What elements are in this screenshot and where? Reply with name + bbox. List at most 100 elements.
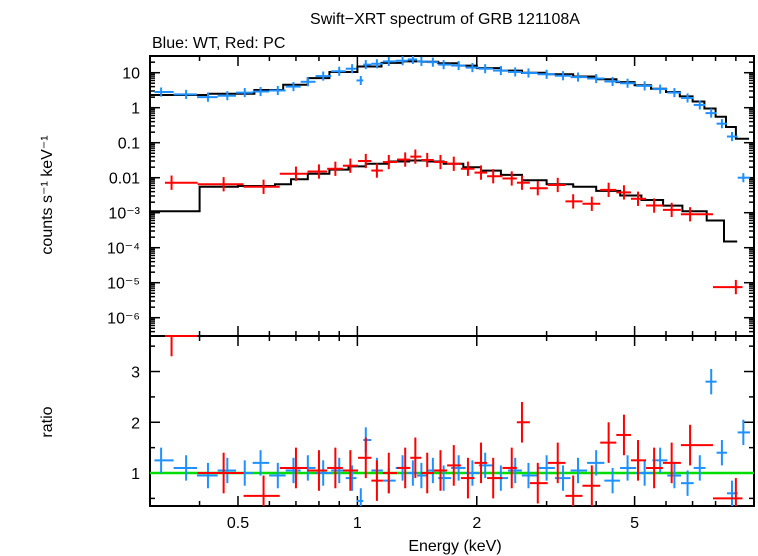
- data-point: [197, 452, 244, 494]
- chart-subtitle: Blue: WT, Red: PC: [152, 35, 285, 52]
- data-point: [427, 57, 439, 67]
- data-point: [570, 72, 588, 82]
- data-point: [327, 447, 343, 489]
- data-point: [737, 173, 750, 183]
- data-point: [620, 78, 637, 88]
- data-point: [537, 69, 555, 79]
- data-point: [582, 465, 601, 506]
- data-point: [680, 470, 694, 496]
- data-point: [447, 445, 461, 486]
- y-tick-label: 1: [131, 101, 140, 118]
- data-point: [537, 455, 555, 481]
- data-point: [279, 447, 308, 489]
- y-tick-label: 10⁻⁴: [107, 241, 140, 258]
- ratio-y-axis-label: ratio: [39, 406, 56, 437]
- data-point: [630, 191, 647, 206]
- data-point: [516, 175, 530, 190]
- data-point: [342, 450, 359, 491]
- data-point: [417, 56, 428, 66]
- data-point: [565, 475, 583, 506]
- y-tick-label: 10: [122, 66, 140, 83]
- data-point: [680, 424, 713, 466]
- y-tick-label: 0.1: [118, 136, 140, 153]
- data-point: [371, 163, 383, 178]
- data-point: [667, 462, 681, 489]
- data-point: [712, 478, 743, 506]
- data-point: [331, 66, 346, 76]
- data-point: [315, 71, 332, 81]
- data-point: [737, 419, 750, 446]
- data-point: [508, 67, 522, 77]
- data-point: [582, 196, 601, 211]
- data-point: [521, 462, 538, 489]
- data-point: [502, 447, 517, 489]
- data-point: [620, 455, 637, 481]
- data-point: [616, 185, 631, 200]
- model-line-1: [150, 159, 738, 243]
- data-point: [285, 82, 301, 92]
- data-point: [345, 64, 357, 74]
- data-point: [726, 131, 738, 142]
- data-point: [421, 452, 434, 494]
- x-tick-label: 0.5: [227, 515, 249, 532]
- data-point: [382, 56, 396, 66]
- data-point: [521, 68, 538, 78]
- y-tick-label: 10⁻⁵: [107, 276, 140, 293]
- data-point: [363, 60, 372, 70]
- data-point: [600, 422, 617, 463]
- data-point: [421, 152, 434, 168]
- data-point: [269, 462, 286, 489]
- y-tick-label: 0.01: [109, 171, 140, 188]
- data-point: [371, 460, 383, 501]
- data-point: [252, 450, 270, 476]
- data-point: [487, 457, 503, 499]
- y-tick-label: 10⁻⁶: [107, 311, 140, 328]
- data-point: [217, 91, 237, 101]
- data-point: [604, 467, 621, 494]
- data-point: [705, 108, 717, 118]
- data-point: [662, 202, 681, 218]
- data-point: [630, 440, 647, 481]
- y-tick-label: 3: [131, 365, 140, 382]
- data-point: [587, 73, 605, 84]
- y-tick-label: 1: [131, 466, 140, 483]
- data-point: [197, 177, 244, 192]
- data-point: [300, 77, 316, 87]
- data-point: [173, 89, 198, 99]
- data-point: [478, 64, 494, 74]
- data-point: [433, 450, 448, 491]
- panel-frame: [149, 335, 755, 507]
- chart-title: Swift−XRT spectrum of GRB 121108A: [310, 11, 580, 28]
- data-point: [236, 88, 253, 98]
- data-point: [600, 182, 617, 197]
- data-point: [356, 488, 364, 506]
- data-point: [474, 442, 488, 484]
- panel-frame: [149, 55, 755, 337]
- data-point: [407, 56, 418, 64]
- data-point: [417, 462, 428, 489]
- data-point: [371, 59, 383, 69]
- spectrum-panel: 10 1 0.1 0.01 10⁻³ 10⁻⁴ 10⁻⁵ 10⁻⁶: [107, 55, 755, 337]
- data-point: [474, 165, 488, 180]
- data-point: [554, 71, 571, 81]
- data-point: [279, 166, 308, 181]
- data-point: [433, 154, 448, 170]
- x-tick-label: 5: [630, 515, 639, 532]
- data-point: [243, 475, 280, 506]
- data-point: [382, 154, 397, 170]
- data-point: [164, 335, 198, 357]
- data-point: [358, 153, 372, 169]
- data-point: [410, 149, 422, 164]
- data-point: [285, 457, 301, 484]
- data-point: [529, 462, 548, 504]
- data-point: [252, 86, 270, 97]
- data-point: [173, 455, 198, 481]
- data-point: [363, 427, 372, 453]
- model-line-0: [150, 60, 750, 140]
- data-point: [438, 60, 452, 70]
- y-tick-label: 2: [131, 415, 140, 432]
- data-point: [410, 437, 422, 479]
- data-point: [451, 60, 466, 71]
- data-point: [636, 81, 653, 91]
